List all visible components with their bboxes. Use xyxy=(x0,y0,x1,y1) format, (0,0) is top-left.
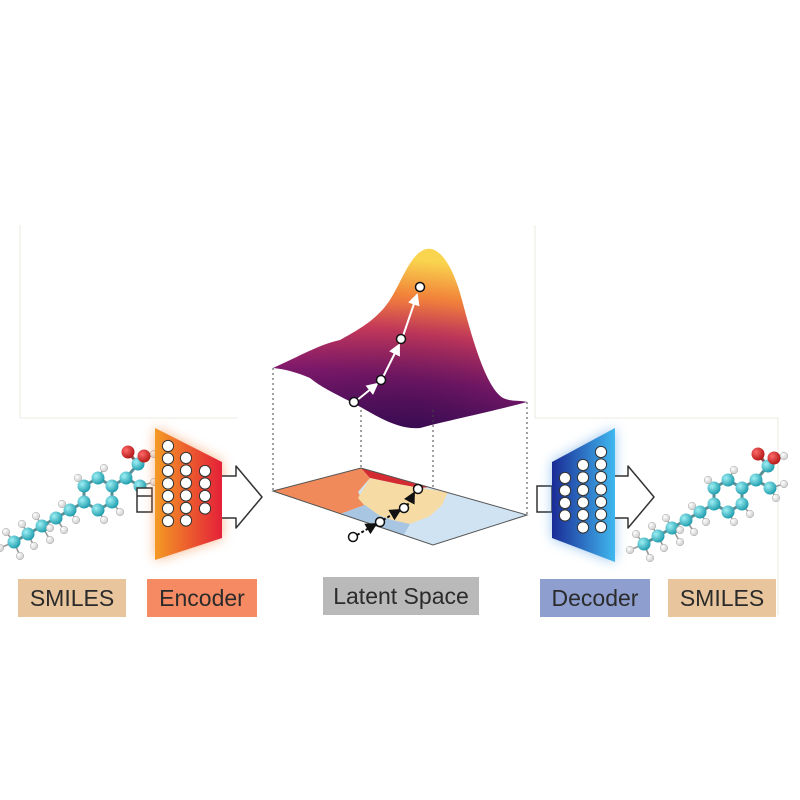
decoder-neurons xyxy=(558,445,608,534)
latent-points xyxy=(347,483,424,543)
encoder-output-arrow-icon xyxy=(222,465,263,529)
input-molecule-icon xyxy=(0,445,159,561)
decoder-box xyxy=(540,579,650,617)
neuron-icon xyxy=(161,502,175,515)
decoder-network xyxy=(552,428,615,562)
neuron-icon xyxy=(594,520,608,534)
neuron-icon xyxy=(161,489,175,503)
neuron-icon xyxy=(576,458,590,472)
encoder-label: Encoder xyxy=(159,585,245,611)
output-molecule-icon xyxy=(625,447,789,563)
neuron-icon xyxy=(179,514,193,527)
decoder-label: Decoder xyxy=(551,585,639,611)
neuron-icon xyxy=(179,464,193,477)
neuron-icon xyxy=(594,445,608,459)
smiles-output-box xyxy=(668,579,776,617)
latent-space-label: Latent Space xyxy=(333,583,469,609)
neuron-icon xyxy=(576,471,590,484)
neuron-icon xyxy=(179,501,193,515)
neuron-icon xyxy=(198,502,212,515)
neuron-icon xyxy=(198,464,212,478)
neuron-icon xyxy=(179,489,193,502)
neuron-icon xyxy=(594,458,608,471)
neuron-icon xyxy=(558,496,572,510)
neuron-icon xyxy=(576,496,590,509)
neuron-icon xyxy=(594,483,608,496)
surface-optimization-path xyxy=(355,293,420,402)
latent-plane xyxy=(271,467,529,546)
neuron-icon xyxy=(161,477,175,490)
neuron-icon xyxy=(161,464,175,478)
neuron-icon xyxy=(594,508,608,521)
neuron-icon xyxy=(161,452,175,465)
smiles-output-label: SMILES xyxy=(679,585,765,611)
objective-surface xyxy=(273,248,527,429)
neuron-icon xyxy=(161,514,175,528)
neuron-icon xyxy=(179,451,193,465)
encoder-neurons xyxy=(161,439,212,528)
neuron-icon xyxy=(576,483,590,497)
neuron-icon xyxy=(558,471,572,485)
neuron-icon xyxy=(198,477,212,490)
latent-path xyxy=(356,491,415,536)
neuron-icon xyxy=(558,484,572,497)
neuron-icon xyxy=(179,476,193,490)
input-arrow-icon xyxy=(136,487,153,513)
neuron-icon xyxy=(576,508,590,522)
encoder-network xyxy=(155,428,222,560)
decoder-output-arrow-icon xyxy=(615,465,655,529)
surface-points xyxy=(348,281,426,408)
neuron-icon xyxy=(576,521,590,534)
neuron-icon xyxy=(594,495,608,509)
smiles-input-label: SMILES xyxy=(29,585,115,611)
latent-space-box xyxy=(323,577,479,615)
neuron-icon xyxy=(558,509,572,522)
decoder-input-arrow-icon xyxy=(536,485,553,513)
smiles-input-box xyxy=(18,579,126,617)
figure-frame xyxy=(19,225,779,615)
neuron-icon xyxy=(594,470,608,484)
neuron-icon xyxy=(198,489,212,503)
neuron-icon xyxy=(161,439,175,453)
projection-lines xyxy=(272,368,528,545)
encoder-box xyxy=(147,579,257,617)
